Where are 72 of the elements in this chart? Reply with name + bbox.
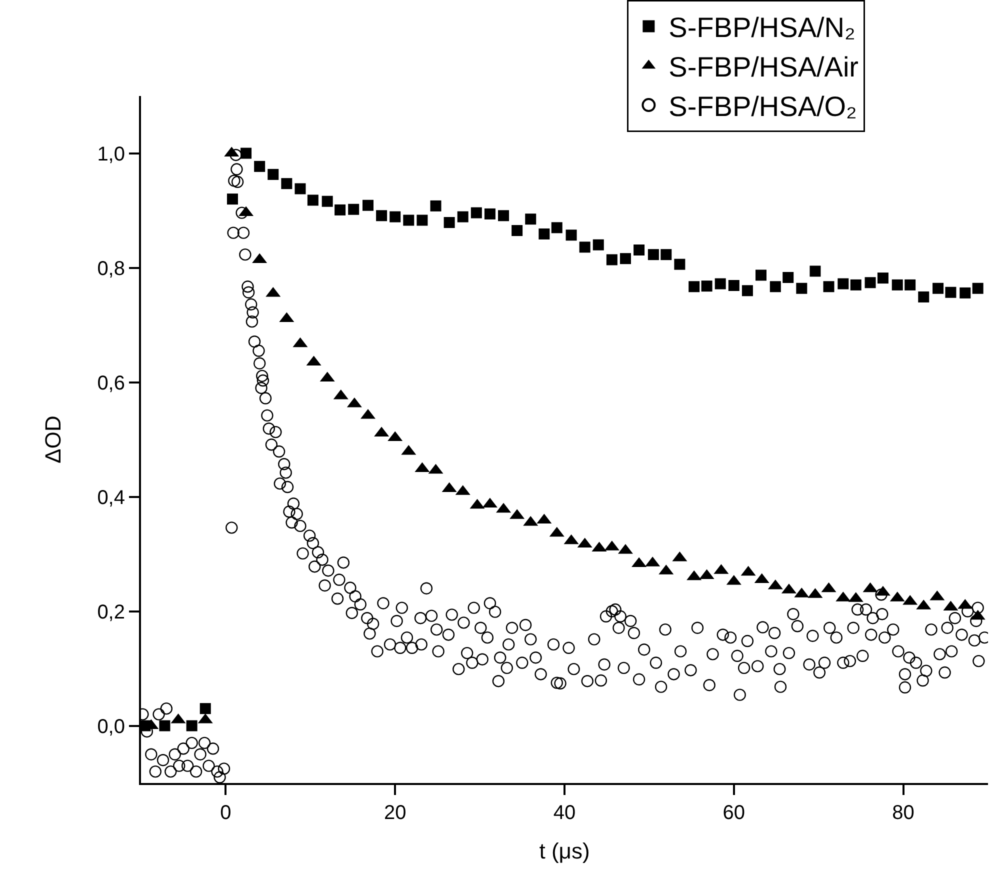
x-tick-label: 0 [220, 802, 232, 824]
y-axis-title: ΔOD [40, 416, 66, 464]
point [416, 214, 428, 226]
point [226, 194, 238, 205]
point [850, 279, 862, 290]
point [770, 281, 781, 292]
legend-label: S-FBP/HSA/O₂ [668, 90, 857, 122]
point [551, 222, 562, 234]
point [579, 242, 590, 253]
point [918, 291, 930, 302]
y-tick-label: 0,2 [97, 601, 125, 624]
point [444, 217, 455, 228]
y-tick-label: 0,0 [97, 716, 125, 738]
point [470, 207, 482, 218]
point [606, 254, 618, 266]
point [932, 282, 944, 294]
point [660, 249, 672, 260]
point [430, 200, 442, 212]
y-tick-label: 0,6 [97, 372, 125, 394]
point [322, 196, 333, 207]
point [390, 211, 401, 222]
point [457, 211, 468, 222]
x-axis-title: t (μs) [539, 838, 590, 864]
point [823, 281, 834, 292]
point [592, 239, 604, 250]
point [864, 277, 876, 288]
x-tick-label: 80 [892, 802, 914, 824]
x-tick-label: 60 [722, 802, 746, 824]
point [538, 228, 550, 240]
point [782, 272, 794, 283]
point [877, 272, 888, 284]
point [294, 183, 306, 194]
point [945, 286, 956, 298]
point [756, 270, 766, 281]
point [960, 287, 971, 298]
y-tick-label: 0,4 [97, 486, 125, 509]
y-tick-label: 1,0 [97, 143, 125, 166]
point [307, 194, 318, 206]
point [362, 200, 374, 211]
point [240, 148, 252, 159]
point [281, 178, 292, 190]
point [674, 258, 686, 270]
point [334, 204, 346, 216]
point [892, 279, 903, 290]
point [810, 266, 821, 277]
legend-label: S-FBP/HSA/Air [668, 52, 858, 83]
point [648, 249, 659, 260]
point [728, 280, 740, 291]
point [634, 244, 645, 256]
y-tick-label: 0,8 [97, 258, 125, 280]
x-tick-label: 40 [553, 802, 576, 824]
point [620, 253, 631, 264]
point [512, 225, 523, 236]
point [972, 282, 984, 294]
point [498, 210, 510, 222]
point [254, 160, 266, 172]
point [904, 279, 916, 290]
point [566, 230, 577, 241]
point [348, 204, 360, 215]
point [525, 214, 536, 225]
point [376, 210, 388, 222]
point [742, 285, 753, 296]
point [688, 281, 700, 292]
x-tick-label: 20 [384, 802, 406, 824]
point [403, 214, 414, 226]
point [701, 280, 712, 292]
point [796, 282, 808, 294]
point [838, 278, 849, 290]
point [484, 208, 496, 220]
point [268, 168, 279, 180]
point [714, 278, 726, 290]
legend-label: S-FBP/HSA/N₂ [668, 12, 856, 44]
